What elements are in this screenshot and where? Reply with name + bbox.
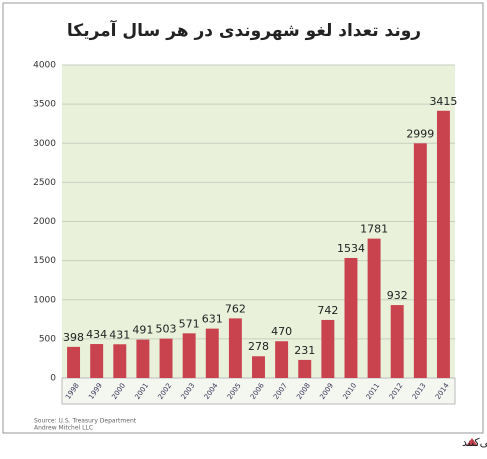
chart-title: روند تعداد لغو شهروندی در هر سال آمریکا <box>67 19 421 41</box>
bar <box>228 318 242 378</box>
source-text: Andrew Mitchel LLC <box>34 425 93 432</box>
source-text: Source: U.S. Treasury Department <box>34 418 137 425</box>
bar <box>67 346 81 378</box>
data-label: 631 <box>202 313 223 326</box>
data-label: 278 <box>248 340 269 353</box>
caption-marker <box>466 438 478 446</box>
data-label: 742 <box>317 304 338 317</box>
y-tick-label: 2500 <box>33 178 56 188</box>
y-tick-label: 1500 <box>33 256 56 266</box>
y-tick-label: 4000 <box>33 61 56 71</box>
data-label: 932 <box>387 289 408 302</box>
data-label: 1534 <box>337 242 365 255</box>
data-label: 491 <box>132 324 153 337</box>
data-label: 470 <box>271 325 292 338</box>
data-label: 762 <box>225 302 246 315</box>
data-label: 431 <box>109 328 130 341</box>
bar <box>159 338 173 378</box>
bar <box>182 333 196 378</box>
bar <box>390 305 404 378</box>
bar <box>205 328 219 378</box>
data-label: 3415 <box>429 95 457 108</box>
y-tick-label: 3000 <box>33 139 56 149</box>
bar <box>136 339 150 378</box>
bar <box>275 341 289 378</box>
bar <box>367 238 381 378</box>
data-label: 398 <box>63 331 84 344</box>
bar <box>90 344 104 378</box>
y-tick-label: 1000 <box>33 295 56 305</box>
y-tick-label: 2000 <box>33 217 56 227</box>
x-label-box <box>61 377 456 405</box>
bar <box>321 319 335 378</box>
caption: نمودار بالا نشان‌دهنده تعداد افرادی است … <box>462 435 487 449</box>
data-label: 231 <box>294 344 315 357</box>
data-label: 434 <box>86 328 107 341</box>
bar <box>113 344 127 378</box>
data-label: 2999 <box>406 127 434 140</box>
bar <box>252 356 265 378</box>
bar <box>413 143 427 378</box>
data-label: 1781 <box>360 223 388 236</box>
data-label: 571 <box>179 317 200 330</box>
bar <box>436 110 450 379</box>
y-tick-label: 0 <box>50 374 56 384</box>
bar <box>298 359 312 378</box>
y-tick-label: 500 <box>39 334 56 344</box>
bar <box>344 257 358 378</box>
y-tick-label: 3500 <box>33 100 56 110</box>
data-label: 503 <box>156 323 177 336</box>
